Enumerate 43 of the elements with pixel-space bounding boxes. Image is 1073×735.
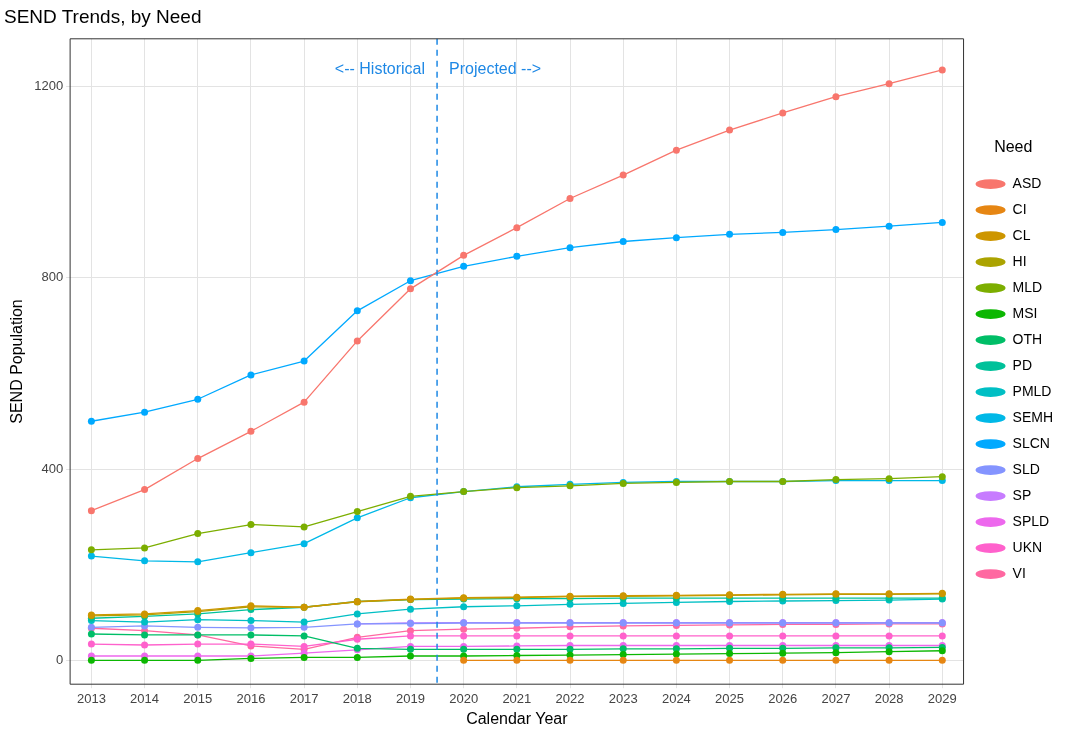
legend-label: CI	[1012, 200, 1027, 217]
y-tick-label: 0	[55, 651, 64, 667]
legend-label: PD	[1012, 356, 1032, 373]
x-tick-label: 2022	[555, 690, 585, 706]
legend-label: VI	[1012, 564, 1026, 581]
annotation: Projected -->	[449, 60, 542, 78]
x-tick-label: 2028	[874, 690, 904, 706]
legend-label: SPLD	[1012, 512, 1050, 529]
x-tick-label: 2029	[927, 690, 957, 706]
legend-label: SP	[1012, 486, 1032, 503]
x-tick-label: 2013	[76, 690, 106, 706]
x-tick-label: 2021	[502, 690, 532, 706]
legend-label: SLD	[1012, 460, 1040, 477]
legend-label: PMLD	[1012, 382, 1052, 399]
x-tick-label: 2015	[183, 690, 213, 706]
x-tick-label: 2017	[289, 690, 319, 706]
legend-label: MLD	[1012, 278, 1043, 295]
y-axis-title: SEND Population	[8, 299, 26, 424]
legend-label: HI	[1012, 252, 1027, 269]
legend-label: OTH	[1012, 330, 1043, 347]
x-tick-label: 2025	[715, 690, 745, 706]
legend-label: SEMH	[1012, 408, 1053, 425]
x-tick-label: 2018	[342, 690, 372, 706]
legend-label: MSI	[1012, 304, 1038, 321]
annotation: <-- Historical	[334, 60, 426, 78]
x-tick-label: 2023	[608, 690, 638, 706]
legend-label: ASD	[1012, 174, 1042, 191]
x-axis-title: Calendar Year	[466, 709, 569, 727]
y-tick-label: 400	[41, 460, 64, 476]
x-tick-label: 2024	[661, 690, 691, 706]
x-tick-label: 2016	[236, 690, 266, 706]
legend-label: SLCN	[1012, 434, 1050, 451]
y-tick-label: 1200	[34, 78, 64, 94]
x-tick-label: 2014	[130, 690, 160, 706]
legend-title: Need	[994, 138, 1033, 156]
x-tick-label: 2020	[449, 690, 479, 706]
x-tick-label: 2019	[396, 690, 425, 706]
x-tick-label: 2027	[821, 690, 851, 706]
legend-label: CL	[1012, 226, 1031, 243]
y-tick-label: 800	[41, 269, 64, 285]
chart-title: SEND Trends, by Need	[4, 5, 202, 27]
x-tick-label: 2026	[768, 690, 798, 706]
legend-label: UKN	[1012, 538, 1043, 555]
